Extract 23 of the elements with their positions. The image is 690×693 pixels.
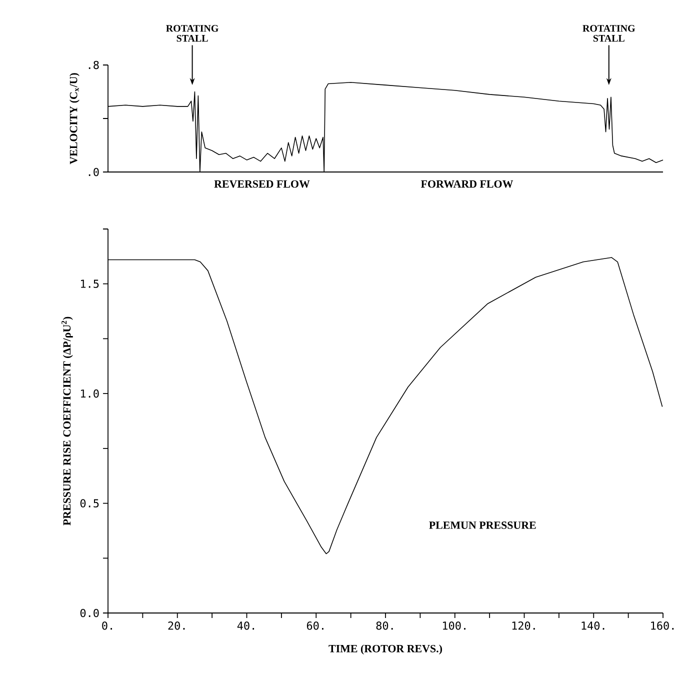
annotation: PLEMUN PRESSURE bbox=[429, 522, 536, 529]
x-tick-label: 160. bbox=[651, 622, 674, 630]
y-tick-label: 0.0 bbox=[80, 608, 99, 618]
text: FORWARD FLOW bbox=[420, 180, 514, 188]
x-tick-label: 120. bbox=[512, 622, 535, 630]
x-tick-label: 60. bbox=[306, 622, 324, 630]
x-tick-label: 100. bbox=[442, 622, 466, 630]
text: ROTATING STALL bbox=[582, 25, 636, 42]
y-axis-title: PRESSURE RISE COEFFICIENT (ΔP/ρU$^{2}$) bbox=[61, 316, 73, 526]
text: REVERSED FLOW bbox=[214, 180, 310, 188]
y-tick-label: .8 bbox=[88, 60, 99, 70]
y-tick-label: 1.5 bbox=[81, 280, 99, 288]
x-tick-label: 0. bbox=[102, 622, 112, 630]
x-axis-title: TIME (ROTOR REVS.) bbox=[328, 644, 442, 655]
y-axis-title: VELOCITY (C$_{x}$/U) bbox=[70, 73, 80, 164]
x-tick-label: 140. bbox=[582, 622, 604, 630]
x-tick-label: 20. bbox=[168, 622, 185, 630]
x-tick-label: 40. bbox=[237, 622, 254, 630]
y-tick-label: .0 bbox=[88, 168, 99, 176]
y-tick-label: 0.5 bbox=[80, 499, 99, 508]
text: ROTATING STALL bbox=[166, 25, 218, 42]
y-tick-label: 1.0 bbox=[81, 389, 99, 398]
x-tick-label: 80. bbox=[376, 622, 393, 630]
